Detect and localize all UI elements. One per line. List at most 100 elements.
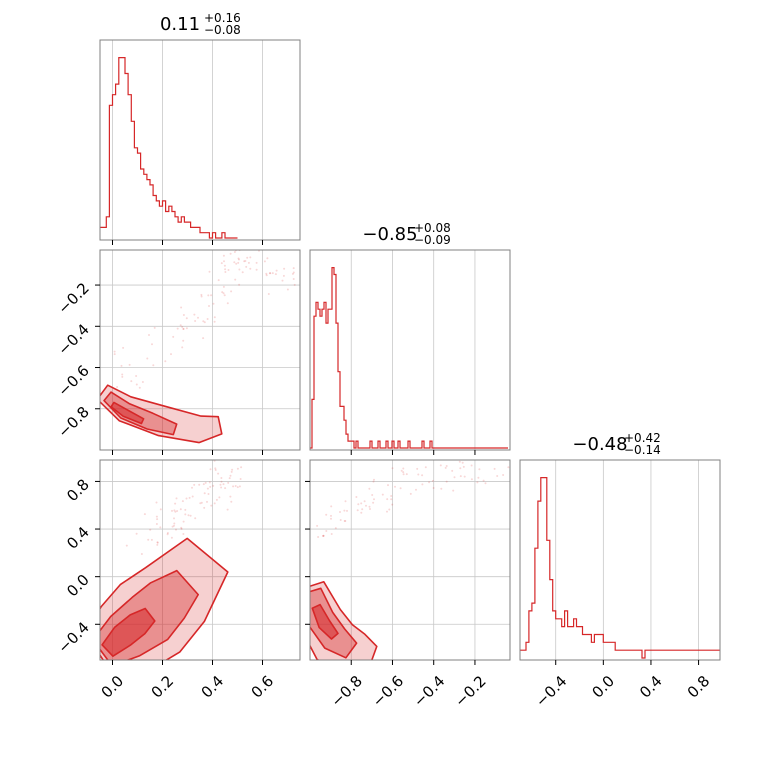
scatter-point-82 bbox=[227, 481, 230, 484]
scatter-point-87 bbox=[217, 472, 220, 475]
scatter-point-51 bbox=[193, 313, 196, 316]
scatter-point-5 bbox=[148, 334, 150, 336]
scatter-point-2 bbox=[325, 513, 328, 516]
scatter-point-62 bbox=[214, 467, 217, 470]
scatter-point-55 bbox=[220, 262, 223, 265]
scatter-point-57 bbox=[445, 465, 448, 467]
scatter-point-52 bbox=[184, 513, 187, 516]
histogram-panel-2-border bbox=[519, 459, 721, 661]
y-tick-label-1: 0.0 bbox=[63, 571, 93, 601]
scatter-point-52 bbox=[202, 320, 205, 323]
scatter-point-52 bbox=[372, 480, 375, 483]
scatter-point-17 bbox=[159, 526, 162, 529]
scatter-point-96 bbox=[282, 274, 285, 277]
scatter-point-18 bbox=[153, 326, 156, 329]
scatter-point-66 bbox=[417, 473, 420, 476]
scatter-point-88 bbox=[244, 260, 247, 262]
scatter-point-80 bbox=[470, 464, 473, 467]
histogram-panel-2-background bbox=[520, 460, 720, 660]
contour-panel-0-1: −0.8−0.6 −0.4−0.2 bbox=[54, 249, 301, 455]
scatter-point-35 bbox=[181, 346, 184, 349]
scatter-point-10 bbox=[155, 515, 158, 518]
scatter-point-44 bbox=[373, 478, 375, 481]
scatter-point-78 bbox=[238, 485, 241, 488]
scatter-point-8 bbox=[128, 363, 131, 366]
scatter-point-55 bbox=[444, 466, 447, 469]
scatter-point-19 bbox=[381, 493, 384, 496]
scatter-point-84 bbox=[232, 485, 235, 488]
y-tick-label-0: −0.4 bbox=[54, 618, 92, 656]
scatter-point-69 bbox=[461, 461, 464, 464]
scatter-point-22 bbox=[373, 498, 375, 501]
scatter-point-51 bbox=[189, 514, 192, 517]
scatter-point-8 bbox=[143, 513, 146, 516]
scatter-point-107 bbox=[292, 278, 295, 280]
x-tick-label-0: −0.8 bbox=[327, 672, 365, 710]
scatter-point-32 bbox=[171, 509, 173, 512]
scatter-point-66 bbox=[206, 487, 209, 490]
scatter-point-50 bbox=[175, 497, 178, 500]
scatter-point-14 bbox=[322, 535, 324, 537]
scatter-point-42 bbox=[416, 467, 419, 470]
scatter-point-23 bbox=[182, 520, 185, 523]
scatter-point-16 bbox=[130, 380, 133, 383]
scatter-point-59 bbox=[215, 498, 218, 501]
scatter-point-100 bbox=[292, 271, 295, 274]
scatter-point-11 bbox=[156, 518, 159, 521]
scatter-point-93 bbox=[281, 279, 284, 282]
scatter-point-103 bbox=[269, 272, 272, 275]
scatter-point-14 bbox=[156, 543, 159, 546]
scatter-point-46 bbox=[222, 285, 225, 288]
scatter-point-39 bbox=[191, 495, 194, 498]
scatter-point-6 bbox=[325, 530, 328, 532]
x-tick-label-3: 0.8 bbox=[684, 672, 714, 702]
scatter-point-28 bbox=[203, 321, 206, 324]
scatter-point-69 bbox=[203, 506, 206, 509]
scatter-point-22 bbox=[180, 526, 183, 529]
y-tick-label-0: −0.8 bbox=[54, 403, 92, 441]
scatter-point-56 bbox=[202, 483, 205, 486]
scatter-point-7 bbox=[164, 360, 167, 363]
scatter-point-90 bbox=[291, 272, 294, 275]
scatter-point-58 bbox=[208, 481, 211, 484]
scatter-point-63 bbox=[439, 464, 442, 467]
scatter-point-30 bbox=[386, 510, 388, 513]
scatter-point-5 bbox=[173, 524, 175, 527]
scatter-point-48 bbox=[424, 466, 427, 469]
scatter-point-34 bbox=[344, 500, 347, 503]
scatter-point-15 bbox=[330, 505, 333, 508]
scatter-point-73 bbox=[249, 267, 252, 270]
scatter-point-41 bbox=[402, 471, 405, 474]
scatter-point-98 bbox=[292, 267, 295, 270]
scatter-point-56 bbox=[233, 251, 236, 253]
scatter-point-28 bbox=[155, 501, 158, 504]
scatter-point-24 bbox=[180, 306, 183, 309]
scatter-point-2 bbox=[135, 375, 138, 377]
scatter-point-7 bbox=[166, 532, 169, 534]
scatter-point-71 bbox=[229, 474, 232, 477]
scatter-point-62 bbox=[445, 480, 448, 483]
x-tick-label-1: −0.6 bbox=[369, 672, 407, 710]
scatter-point-70 bbox=[237, 257, 240, 260]
scatter-point-105 bbox=[283, 267, 286, 270]
scatter-point-13 bbox=[156, 541, 159, 544]
scatter-point-81 bbox=[459, 475, 462, 478]
scatter-point-78 bbox=[271, 272, 274, 275]
scatter-point-43 bbox=[210, 294, 213, 297]
scatter-point-71 bbox=[234, 278, 237, 281]
scatter-point-33 bbox=[182, 314, 185, 316]
panel-title-median-1: −0.85 bbox=[362, 224, 417, 245]
scatter-point-82 bbox=[235, 262, 238, 265]
scatter-point-79 bbox=[478, 468, 481, 471]
x-tick-label-0: 0.0 bbox=[98, 672, 128, 702]
scatter-point-15 bbox=[170, 536, 173, 539]
scatter-point-23 bbox=[343, 520, 346, 522]
scatter-point-37 bbox=[386, 498, 389, 501]
histogram-panel-0 bbox=[99, 39, 301, 245]
scatter-point-89 bbox=[239, 478, 242, 480]
scatter-point-58 bbox=[222, 254, 225, 257]
scatter-point-32 bbox=[185, 327, 188, 330]
scatter-point-64 bbox=[458, 460, 461, 463]
scatter-point-45 bbox=[188, 496, 191, 499]
scatter-point-11 bbox=[135, 383, 138, 386]
